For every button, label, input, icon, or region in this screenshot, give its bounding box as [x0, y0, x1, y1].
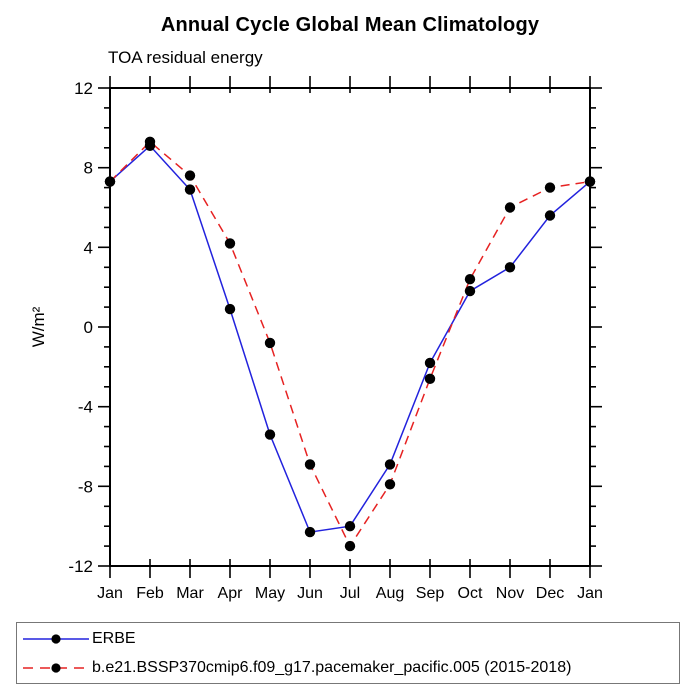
svg-text:8: 8 [84, 159, 93, 178]
plot-frame [109, 87, 591, 567]
svg-text:-4: -4 [78, 398, 93, 417]
svg-text:Nov: Nov [496, 585, 524, 602]
x-axis-ticks [109, 76, 591, 578]
series-line-model [109, 140, 591, 548]
svg-text:Mar: Mar [176, 585, 204, 602]
legend-line-sample-solid [23, 633, 89, 644]
legend-line-sample-dashed [23, 662, 89, 673]
svg-text:Jun: Jun [297, 585, 323, 602]
y-axis-ticks [98, 87, 602, 567]
svg-text:-12: -12 [68, 557, 93, 576]
svg-text:Aug: Aug [376, 585, 404, 602]
legend-label-model: b.e21.BSSP370cmip6.f09_g17.pacemaker_pac… [92, 658, 572, 676]
legend-label-erbe: ERBE [92, 629, 136, 647]
svg-text:Sep: Sep [416, 585, 445, 602]
svg-text:Jan: Jan [577, 585, 603, 602]
svg-text:Jul: Jul [340, 585, 360, 602]
series-markers-erbe [104, 140, 596, 538]
chart-title: Annual Cycle Global Mean Climatology [160, 14, 540, 36]
svg-text:Apr: Apr [218, 585, 244, 602]
series-markers-model [104, 136, 596, 552]
series-line-erbe [109, 144, 591, 533]
y-axis-title: W/m² [29, 306, 48, 347]
svg-text:4: 4 [84, 238, 93, 257]
svg-text:May: May [255, 585, 285, 602]
svg-text:12: 12 [74, 79, 93, 98]
legend-item-erbe: ERBE [17, 624, 679, 653]
svg-text:0: 0 [84, 318, 93, 337]
chart-subtitle: TOA residual energy [108, 48, 263, 67]
svg-text:-8: -8 [78, 477, 93, 496]
svg-text:Oct: Oct [458, 585, 483, 602]
svg-text:Jan: Jan [97, 585, 123, 602]
x-axis-labels: Jan Feb Mar Apr May Jun Jul Aug Sep Oct Nov Dec Jan [97, 585, 603, 602]
svg-text:Feb: Feb [136, 585, 164, 602]
y-axis-labels: -12 -8 -4 0 4 8 12 [68, 79, 93, 576]
legend-box: ERBE b.e21.BSSP370cmip6.f09_g17.pacemake… [16, 622, 680, 684]
svg-text:Dec: Dec [536, 585, 564, 602]
legend-item-model: b.e21.BSSP370cmip6.f09_g17.pacemaker_pac… [17, 653, 679, 682]
